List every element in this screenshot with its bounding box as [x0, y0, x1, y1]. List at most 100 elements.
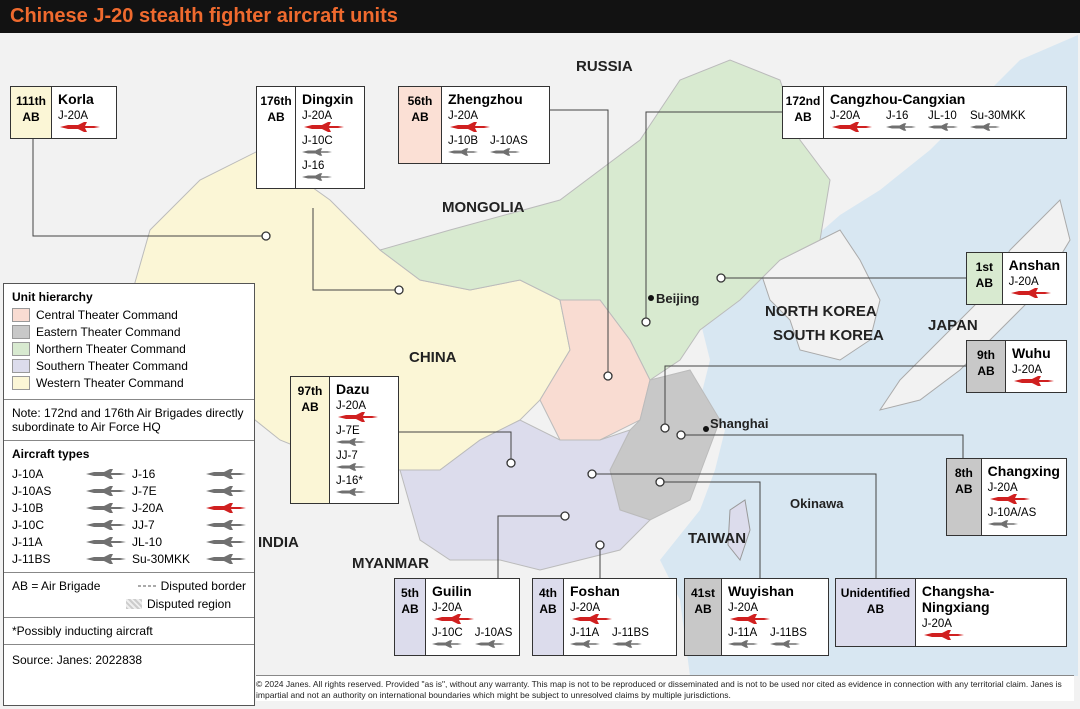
footnote-section: *Possibly inducting aircraft	[4, 618, 254, 645]
unit-number: 56th	[407, 94, 433, 108]
legend-swatch	[12, 376, 30, 390]
unit-type: AB	[539, 602, 557, 616]
unit-box: 97th AB Dazu J-20A J-7E JJ-7 J-16*	[290, 376, 399, 504]
unit-box: 111th AB Korla J-20A	[10, 86, 117, 139]
types-grid: J-10A J-16 J-10AS J-7E J-10B J-20A J-10C JJ-7 J-…	[12, 467, 246, 566]
aircraft-silhouette	[336, 438, 366, 446]
unit-box: 176th AB Dingxin J-20A J-10C J-16	[256, 86, 365, 189]
leader-line	[664, 365, 966, 428]
aircraft-icon	[448, 148, 478, 156]
aircraft-silhouette	[612, 640, 642, 648]
taiwan	[727, 499, 751, 562]
aircraft: J-20A	[1009, 276, 1053, 298]
korea	[759, 229, 881, 361]
aircraft-name: J-10C	[302, 135, 333, 147]
unit-type: AB	[975, 276, 993, 290]
aircraft-name: J-20A	[58, 110, 89, 122]
aircraft: Su-30MKK	[970, 110, 1026, 132]
unit-body: Wuhu J-20A	[1006, 341, 1062, 392]
unit-location	[587, 469, 597, 479]
map-label: MONGOLIA	[442, 199, 525, 216]
aircraft-icon	[86, 469, 126, 479]
title-bar: Chinese J-20 stealth fighter aircraft un…	[0, 0, 1080, 33]
aircraft-icon	[474, 640, 505, 648]
aircraft-icon	[728, 640, 758, 648]
aircraft-silhouette	[886, 123, 916, 131]
aircraft-icon	[730, 614, 770, 624]
hierarchy-section: Unit hierarchy Central Theater Command Eas…	[4, 284, 254, 400]
aircraft-icon	[1010, 288, 1051, 298]
aircraft-type: J-7E	[132, 484, 246, 498]
legend-item: Eastern Theater Command	[12, 325, 246, 339]
aircraft-icon	[206, 486, 246, 496]
aircraft-silhouette	[336, 463, 366, 471]
aircraft-type: J-10B	[12, 501, 126, 515]
aircraft-name: J-11A	[570, 627, 600, 639]
legend-item: Northern Theater Command	[12, 342, 246, 356]
aircraft-name: J-20A	[1008, 276, 1039, 288]
aircraft-silhouette	[86, 469, 126, 479]
unit-type: AB	[977, 364, 995, 378]
unit-name: Korla	[58, 91, 94, 107]
unit-location	[603, 371, 613, 381]
aircraft-silhouette	[206, 520, 246, 530]
aircraft-icon	[570, 640, 600, 648]
aircraft-name: J-10B	[448, 135, 479, 147]
aircraft-row: J-20A	[58, 109, 102, 134]
unit-location	[641, 317, 651, 327]
aircraft-silhouette	[302, 173, 332, 181]
aircraft-icon	[302, 173, 332, 181]
aircraft: J-11BS	[612, 627, 649, 649]
aircraft-icon	[490, 148, 521, 156]
aircraft: J-11A	[728, 627, 758, 649]
disputed-border-key: Disputed border	[137, 579, 246, 593]
unit-body: Changxing J-20A J-10A/AS	[982, 459, 1066, 535]
legend-swatch	[12, 342, 30, 356]
aircraft-name: J-20A	[728, 602, 759, 614]
title: Chinese J-20 stealth fighter aircraft un…	[10, 5, 398, 27]
aircraft: J-10A/AS	[987, 507, 1036, 529]
key-section: AB = Air Brigade Disputed border Disputed …	[4, 573, 254, 618]
aircraft-row: J-10B J-10AS	[448, 134, 528, 159]
unit-number: 41st	[690, 586, 716, 600]
aircraft-row: J-20A	[988, 481, 1060, 506]
aircraft-name: J-10C	[432, 627, 463, 639]
types-section: Aircraft types J-10A J-16 J-10AS J-7E J-10B J-…	[4, 441, 254, 573]
aircraft-silhouette	[970, 123, 1000, 131]
aircraft-row: J-16*	[336, 474, 380, 499]
unit-location	[660, 423, 670, 433]
aircraft-row: J-20A	[570, 601, 649, 626]
unit-body: Anshan J-20A	[1003, 253, 1066, 304]
aircraft-row: J-7E	[336, 424, 380, 449]
aircraft: J-11A	[570, 627, 600, 649]
unit-type: AB	[694, 602, 712, 616]
source: Source: Janes: 2022838	[12, 653, 143, 667]
aircraft-icon	[304, 122, 344, 132]
unit-type: AB	[866, 602, 885, 616]
aircraft-name: J-11BS	[770, 627, 807, 639]
legend-label: Western Theater Command	[36, 376, 184, 390]
aircraft-silhouette	[987, 520, 1018, 528]
unit-body: Wuyishan J-20A J-11A J-11BS	[722, 579, 813, 655]
aircraft-icon	[60, 122, 100, 132]
aircraft: J-20A	[988, 482, 1032, 504]
unit-box: 41st AB Wuyishan J-20A J-11A J-11BS	[684, 578, 829, 656]
aircraft-type: J-10A	[12, 467, 126, 481]
aircraft: J-11BS	[770, 627, 807, 649]
map-label: MYANMAR	[352, 555, 429, 572]
aircraft: J-20A	[570, 602, 614, 624]
aircraft-type-name: J-7E	[132, 484, 157, 498]
map-label: RUSSIA	[576, 58, 633, 75]
unit-type: AB	[301, 400, 319, 414]
aircraft: J-20A	[448, 110, 492, 132]
aircraft-silhouette	[206, 469, 246, 479]
aircraft-type: J-10C	[12, 518, 126, 532]
aircraft-name: J-16*	[336, 475, 363, 487]
aircraft-name: J-20A	[987, 482, 1018, 494]
aircraft-silhouette	[86, 520, 126, 530]
aircraft-row: J-10A/AS	[987, 506, 1060, 531]
aircraft-silhouette	[728, 640, 758, 648]
leader-lines	[32, 109, 966, 578]
unit-number: Unidentified	[840, 586, 911, 600]
unit-name: Wuyishan	[728, 583, 794, 599]
